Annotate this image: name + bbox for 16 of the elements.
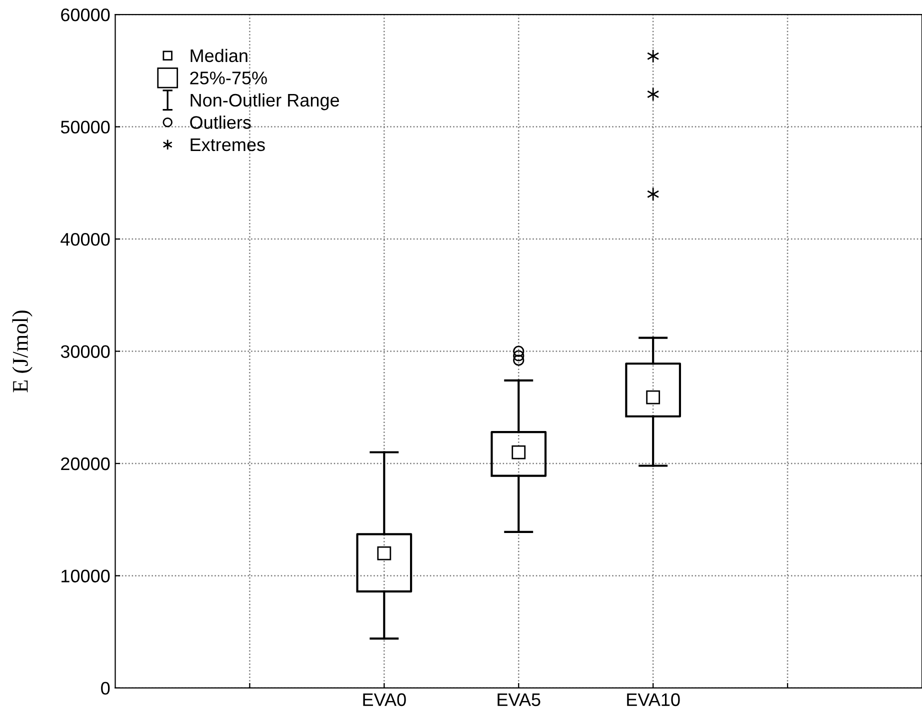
- x-tick-label: EVA0: [363, 693, 406, 706]
- y-tick-label: 0: [101, 682, 110, 695]
- x-tick-label: EVA10: [627, 693, 680, 706]
- y-tick-label: 30000: [60, 345, 110, 358]
- y-tick-label: 20000: [61, 457, 110, 470]
- annotation: Median: [190, 48, 248, 62]
- x-tick-label: EVA5: [498, 693, 540, 706]
- annotation: Outliers: [190, 116, 251, 129]
- y-axis-title: E (J/mol): [12, 310, 32, 392]
- y-tick-label: 40000: [60, 232, 110, 246]
- y-tick-label: 50000: [60, 120, 110, 134]
- legend-label: Extremes: [190, 138, 265, 152]
- y-tick-label: 60000: [61, 8, 110, 22]
- annotation: 25%-75%: [190, 72, 267, 84]
- y-tick-label: 10000: [62, 570, 110, 582]
- annotation: Non-Outlier Range: [190, 93, 340, 110]
